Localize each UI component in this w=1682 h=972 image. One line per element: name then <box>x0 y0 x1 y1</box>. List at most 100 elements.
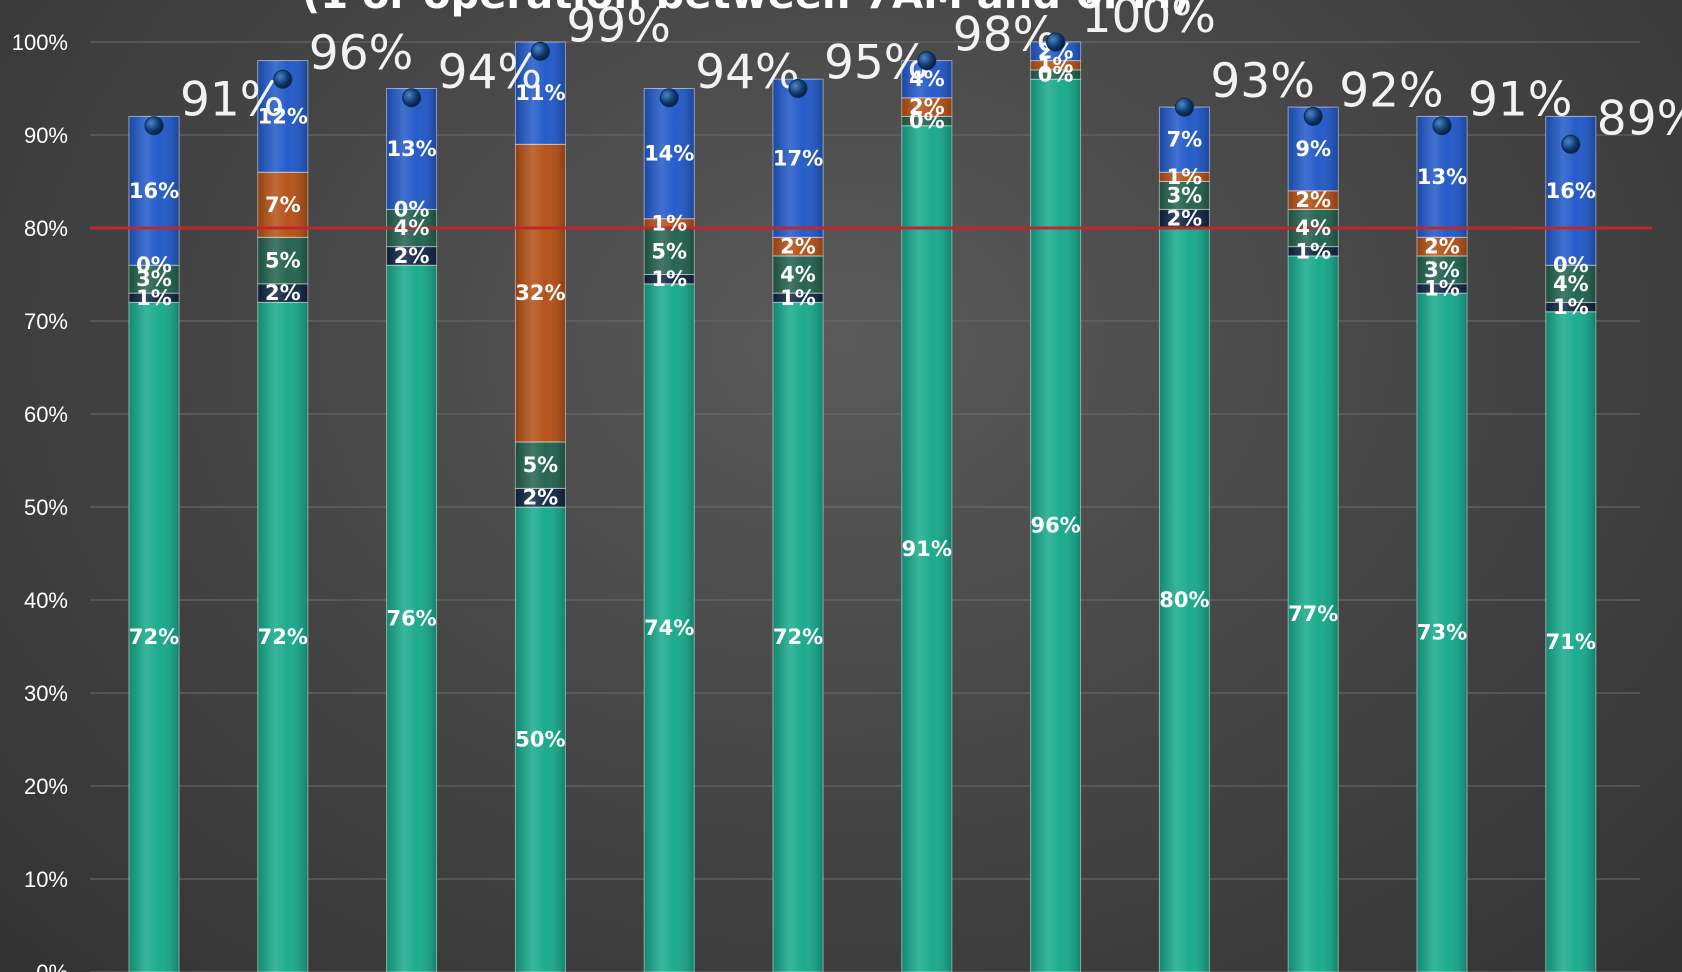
segment-label: 0% <box>394 197 430 221</box>
bar-segment-shine <box>257 237 308 284</box>
segment-label: 9% <box>1295 137 1331 161</box>
total-label: 93% <box>1210 54 1314 109</box>
bar-stack <box>1416 115 1468 972</box>
y-tick-label: 30% <box>24 681 68 706</box>
total-label: 92% <box>1339 63 1443 118</box>
segment-label: 11% <box>515 81 565 105</box>
segment-label: 1% <box>780 286 816 310</box>
bar-segment-shine <box>1159 172 1210 182</box>
y-tick-label: 40% <box>24 588 68 613</box>
bar-stack <box>1030 41 1082 972</box>
total-marker <box>1432 116 1452 136</box>
bar-segment-shine <box>773 293 823 303</box>
total-label: 91% <box>1468 73 1572 128</box>
segment-label: 96% <box>1030 514 1080 538</box>
segment-label: 1% <box>1553 295 1589 319</box>
segment-label: 32% <box>515 281 565 305</box>
segment-label: 2% <box>523 486 559 510</box>
segment-label: 2% <box>909 95 945 119</box>
segment-label: 5% <box>523 453 559 477</box>
total-marker <box>530 41 550 61</box>
total-label: 100% <box>1082 0 1216 44</box>
bar-stack <box>257 60 309 972</box>
segment-label: 13% <box>1417 165 1467 189</box>
segment-label: 73% <box>1417 621 1467 645</box>
segment-label: 16% <box>1546 179 1596 203</box>
segment-label: 1% <box>1038 53 1074 77</box>
bar-segment-shine <box>1159 107 1210 173</box>
y-tick-label: 80% <box>24 216 68 241</box>
total-marker <box>917 51 937 71</box>
segment-label: 13% <box>386 137 436 161</box>
bar-segment-shine <box>1417 255 1467 284</box>
segment-label: 72% <box>773 625 823 649</box>
segment-label: 5% <box>265 249 301 273</box>
bar-segment-shine <box>515 441 566 489</box>
segment-label: 3% <box>1424 258 1460 282</box>
segment-label: 4% <box>394 216 430 240</box>
segment-label: 7% <box>1167 128 1203 152</box>
segment-label: 72% <box>258 625 308 649</box>
bar-segment-shine <box>515 144 566 442</box>
segment-label: 2% <box>394 244 430 268</box>
bar-segment-shine <box>1288 255 1339 972</box>
bar-segment-shine <box>644 283 695 972</box>
bar-stack <box>1545 115 1597 972</box>
bar-stack <box>1158 106 1210 972</box>
bar-segment-shine <box>129 293 179 303</box>
segment-label: 1% <box>651 211 687 235</box>
segment-label: 12% <box>258 104 308 128</box>
total-marker <box>1046 32 1066 52</box>
gridlines <box>90 41 1640 972</box>
total-label: 96% <box>309 26 413 81</box>
segment-label: 2% <box>1167 207 1203 231</box>
bar-segment-shine <box>386 265 437 972</box>
segment-label: 2% <box>1424 235 1460 259</box>
bar-segment-shine <box>773 302 823 972</box>
y-tick-label: 90% <box>24 123 68 148</box>
bar-segment-shine <box>901 125 952 972</box>
segment-label: 7% <box>265 193 301 217</box>
bar-segment-shine <box>386 246 437 266</box>
y-tick-label: 0% <box>36 960 68 972</box>
segment-label: 0% <box>1553 253 1589 277</box>
bar-segment-shine <box>129 265 179 294</box>
segment-label: 0% <box>136 253 172 277</box>
segment-label: 4% <box>780 263 816 287</box>
bar-segment-shine <box>1417 237 1467 256</box>
bar-segment-shine <box>1030 60 1081 70</box>
bar-segment-shine <box>1545 311 1596 972</box>
segment-label: 1% <box>1167 165 1203 189</box>
bar-segment-shine <box>773 79 823 238</box>
segment-label: 2% <box>780 235 816 259</box>
segment-label: 1% <box>136 286 172 310</box>
bar-segment-shine <box>257 283 308 303</box>
total-label: 98% <box>953 8 1057 63</box>
bar-segment-shine <box>1545 302 1596 312</box>
bar-stack <box>772 78 824 972</box>
chart-title: (1 or operation between 7AM and 6PM) <box>302 0 1190 18</box>
bar-segment-shine <box>1417 116 1467 238</box>
segment-label: 17% <box>773 146 823 170</box>
total-marker <box>1561 134 1581 154</box>
total-marker <box>1303 106 1323 126</box>
total-marker <box>788 79 808 98</box>
segment-label: 71% <box>1546 630 1596 654</box>
total-label: 99% <box>566 0 670 53</box>
bar-segment-shine <box>515 507 566 972</box>
bar-segment-shine <box>1159 228 1210 972</box>
bar-stack <box>514 41 566 972</box>
segment-label: 76% <box>386 607 436 631</box>
bar-segment-shine <box>901 97 952 117</box>
bar-segment-shine <box>1159 209 1210 228</box>
y-tick-label: 60% <box>24 402 68 427</box>
bar-segment-shine <box>1545 265 1596 303</box>
segment-label: 3% <box>1167 183 1203 207</box>
bar-stack <box>128 115 180 972</box>
bar-segment-shine <box>515 488 566 507</box>
bar-segment-shine <box>257 302 308 972</box>
total-marker <box>402 88 422 108</box>
segment-label: 1% <box>651 267 687 291</box>
